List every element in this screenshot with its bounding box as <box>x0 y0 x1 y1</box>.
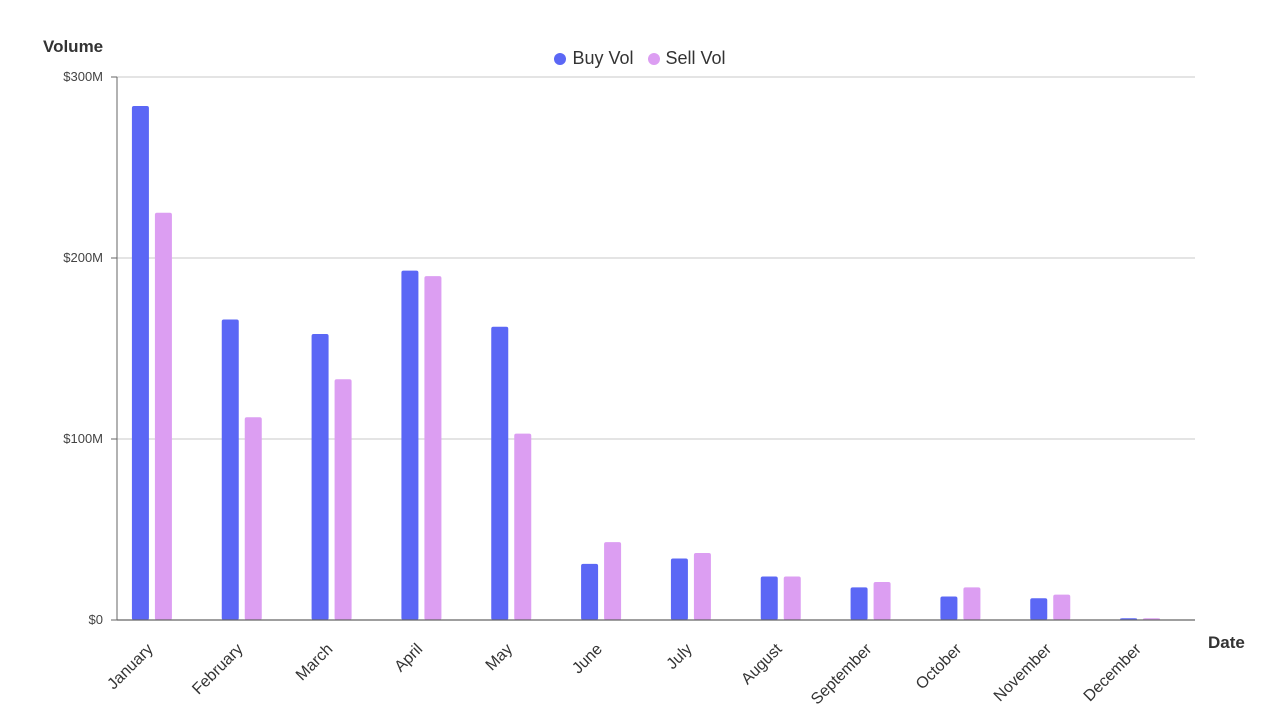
bar-sell <box>963 587 981 620</box>
bar-buy <box>670 558 688 620</box>
x-tick-label: November <box>991 640 1056 705</box>
bar-sell <box>244 417 262 620</box>
bar-buy <box>760 576 778 620</box>
bar-buy <box>491 326 509 620</box>
bar-buy <box>850 587 868 620</box>
legend-item-sell[interactable]: Sell Vol <box>647 48 726 69</box>
bar-buy <box>311 334 329 620</box>
bar-sell <box>334 379 352 620</box>
bar-buy <box>940 596 958 620</box>
x-tick-label: January <box>104 641 156 693</box>
legend-label-sell: Sell Vol <box>665 48 726 68</box>
x-tick-label: April <box>392 641 427 676</box>
x-tick-label: September <box>808 640 876 708</box>
bar-sell <box>604 542 622 620</box>
bar-sell <box>424 276 442 620</box>
legend-label-buy: Buy Vol <box>572 48 634 68</box>
y-tick-label: $300M <box>63 69 103 84</box>
bar-buy <box>401 270 419 620</box>
x-tick-label: May <box>483 641 516 674</box>
bar-buy <box>131 105 149 620</box>
x-tick-label: June <box>569 641 606 678</box>
y-axis-title: Volume <box>43 37 104 56</box>
x-tick-label: October <box>913 640 966 693</box>
bar-sell <box>873 581 891 620</box>
x-tick-label: August <box>738 640 786 688</box>
bar-buy <box>1030 598 1048 620</box>
y-tick-label: $100M <box>63 431 103 446</box>
x-axis-title: Date <box>1208 633 1245 652</box>
bar-sell <box>693 553 711 620</box>
bar-buy <box>581 563 599 620</box>
x-tick-label: February <box>189 641 246 698</box>
legend-marker-sell <box>647 52 660 65</box>
x-tick-label: March <box>293 641 336 684</box>
bar-sell <box>783 576 801 620</box>
legend: Buy Vol Sell Vol <box>0 48 1280 69</box>
bar-sell <box>514 433 532 620</box>
x-tick-label: December <box>1081 640 1146 705</box>
legend-item-buy[interactable]: Buy Vol <box>554 48 634 69</box>
y-tick-label: $0 <box>89 612 103 627</box>
bar-sell <box>1053 594 1071 620</box>
legend-marker-buy <box>554 52 567 65</box>
y-tick-label: $200M <box>63 250 103 265</box>
bar-sell <box>154 212 172 620</box>
x-tick-label: July <box>664 641 696 673</box>
bar-buy <box>221 319 239 620</box>
